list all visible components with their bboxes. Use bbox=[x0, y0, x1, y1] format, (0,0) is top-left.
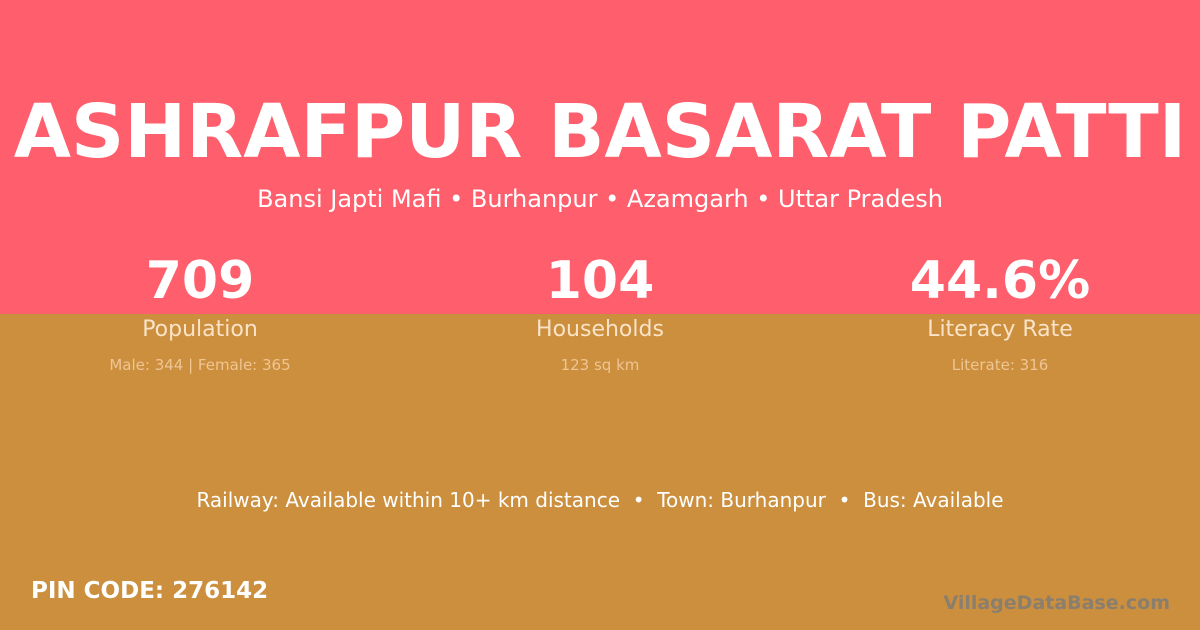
stat-population: 709 Population Male: 344 | Female: 365 bbox=[0, 250, 400, 376]
location-breadcrumb: Bansi Japti Mafi • Burhanpur • Azamgarh … bbox=[257, 185, 943, 213]
pin-code: PIN CODE: 276142 bbox=[31, 578, 269, 604]
stat-detail: Literate: 316 bbox=[951, 356, 1049, 374]
stat-value: 44.6% bbox=[909, 251, 1091, 311]
stat-detail: 123 sq km bbox=[560, 356, 640, 374]
brand-watermark: VillageDataBase.com bbox=[943, 592, 1170, 614]
header-band bbox=[0, 0, 1200, 314]
stat-label: Population bbox=[142, 317, 258, 342]
connectivity-info: Railway: Available within 10+ km distanc… bbox=[196, 488, 1004, 512]
stat-label: Households bbox=[536, 317, 664, 342]
stat-value: 709 bbox=[145, 251, 255, 311]
village-title: ASHRAFPUR BASARAT PATTI bbox=[13, 89, 1187, 175]
stat-households: 104 Households 123 sq km bbox=[400, 250, 800, 376]
stat-detail: Male: 344 | Female: 365 bbox=[109, 356, 291, 374]
stat-literacy: 44.6% Literacy Rate Literate: 316 bbox=[800, 250, 1200, 376]
stat-label: Literacy Rate bbox=[927, 317, 1073, 342]
stat-value: 104 bbox=[545, 251, 655, 311]
